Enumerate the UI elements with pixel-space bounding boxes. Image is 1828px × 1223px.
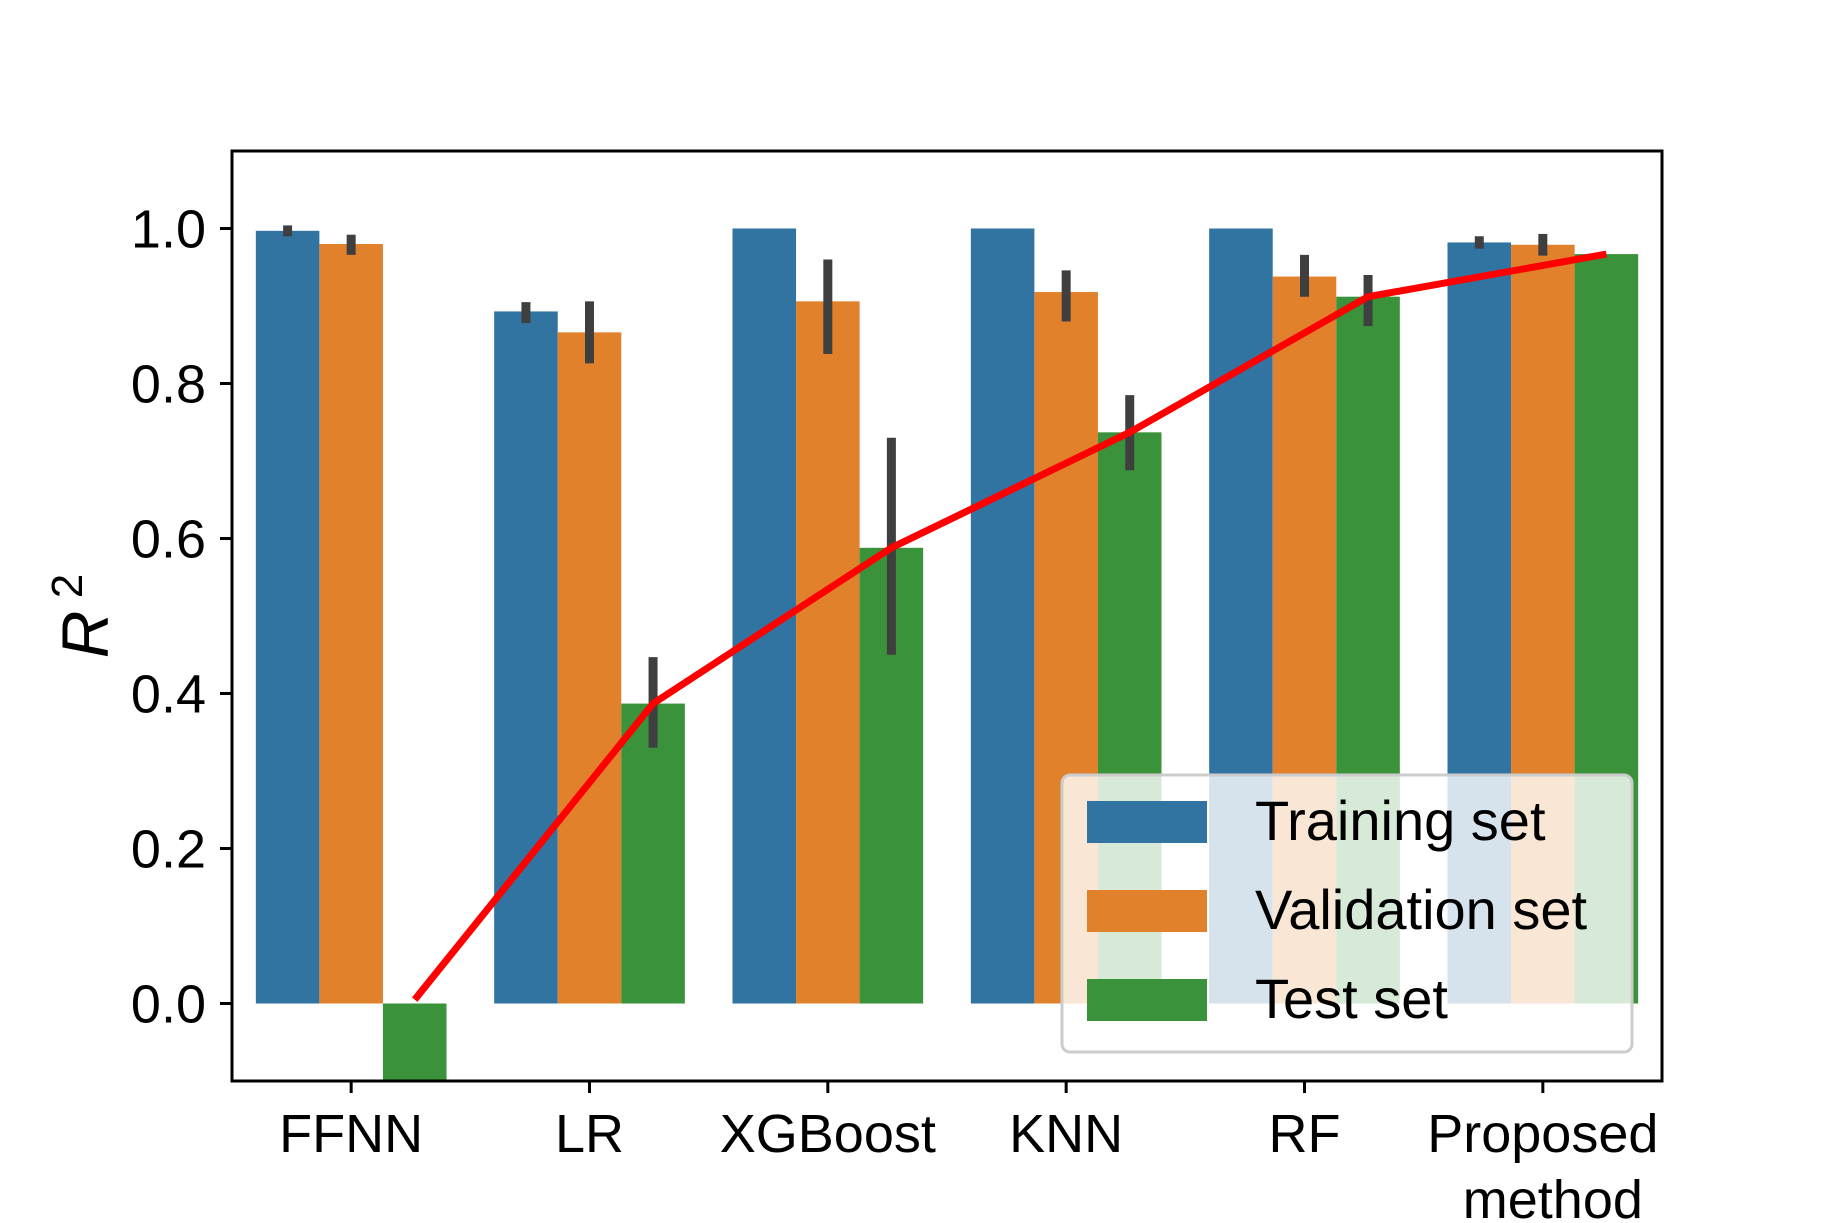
x-tick-label-2: XGBoost bbox=[720, 1104, 936, 1164]
bar-validation-set-1 bbox=[557, 332, 622, 1004]
bar-training-set-0 bbox=[255, 230, 320, 1004]
legend-label-2: Test set bbox=[1255, 967, 1448, 1030]
legend-label-0: Training set bbox=[1255, 789, 1546, 852]
bar-validation-set-0 bbox=[319, 244, 383, 1004]
trend-line bbox=[411, 250, 1608, 1002]
bar-training-set-1 bbox=[494, 311, 558, 1004]
x-tick-label-5-line1: method bbox=[1463, 1170, 1643, 1223]
legend-label-1: Validation set bbox=[1255, 878, 1588, 941]
x-tick-label-0: FFNN bbox=[279, 1104, 423, 1164]
bar-test-set-1 bbox=[621, 703, 685, 1004]
x-tick-label-5: Proposed bbox=[1427, 1104, 1658, 1164]
y-tick-label-5: 1.0 bbox=[131, 200, 206, 260]
legend-swatch-0 bbox=[1087, 801, 1207, 843]
plot-frame bbox=[230, 149, 1664, 1083]
y-tick-label-3: 0.6 bbox=[131, 510, 206, 570]
bar-training-set-3 bbox=[970, 228, 1035, 1004]
y-tick-label-1: 0.2 bbox=[131, 820, 206, 880]
y-axis-label-superscript: 2 bbox=[43, 574, 92, 611]
y-axis-label: R 2 bbox=[43, 574, 122, 658]
x-tick-label-1: LR bbox=[555, 1104, 624, 1164]
y-tick-label-0: 0.0 bbox=[131, 975, 206, 1035]
legend-swatch-1 bbox=[1087, 890, 1207, 932]
bar-validation-set-2 bbox=[796, 301, 860, 1004]
bar-test-set-0 bbox=[382, 1003, 447, 1081]
x-tick-label-4: RF bbox=[1269, 1104, 1341, 1164]
y-tick-label-2: 0.4 bbox=[131, 665, 206, 725]
y-tick-label-4: 0.8 bbox=[131, 355, 206, 415]
x-tick-label-3: KNN bbox=[1009, 1104, 1123, 1164]
legend-swatch-2 bbox=[1087, 979, 1207, 1021]
